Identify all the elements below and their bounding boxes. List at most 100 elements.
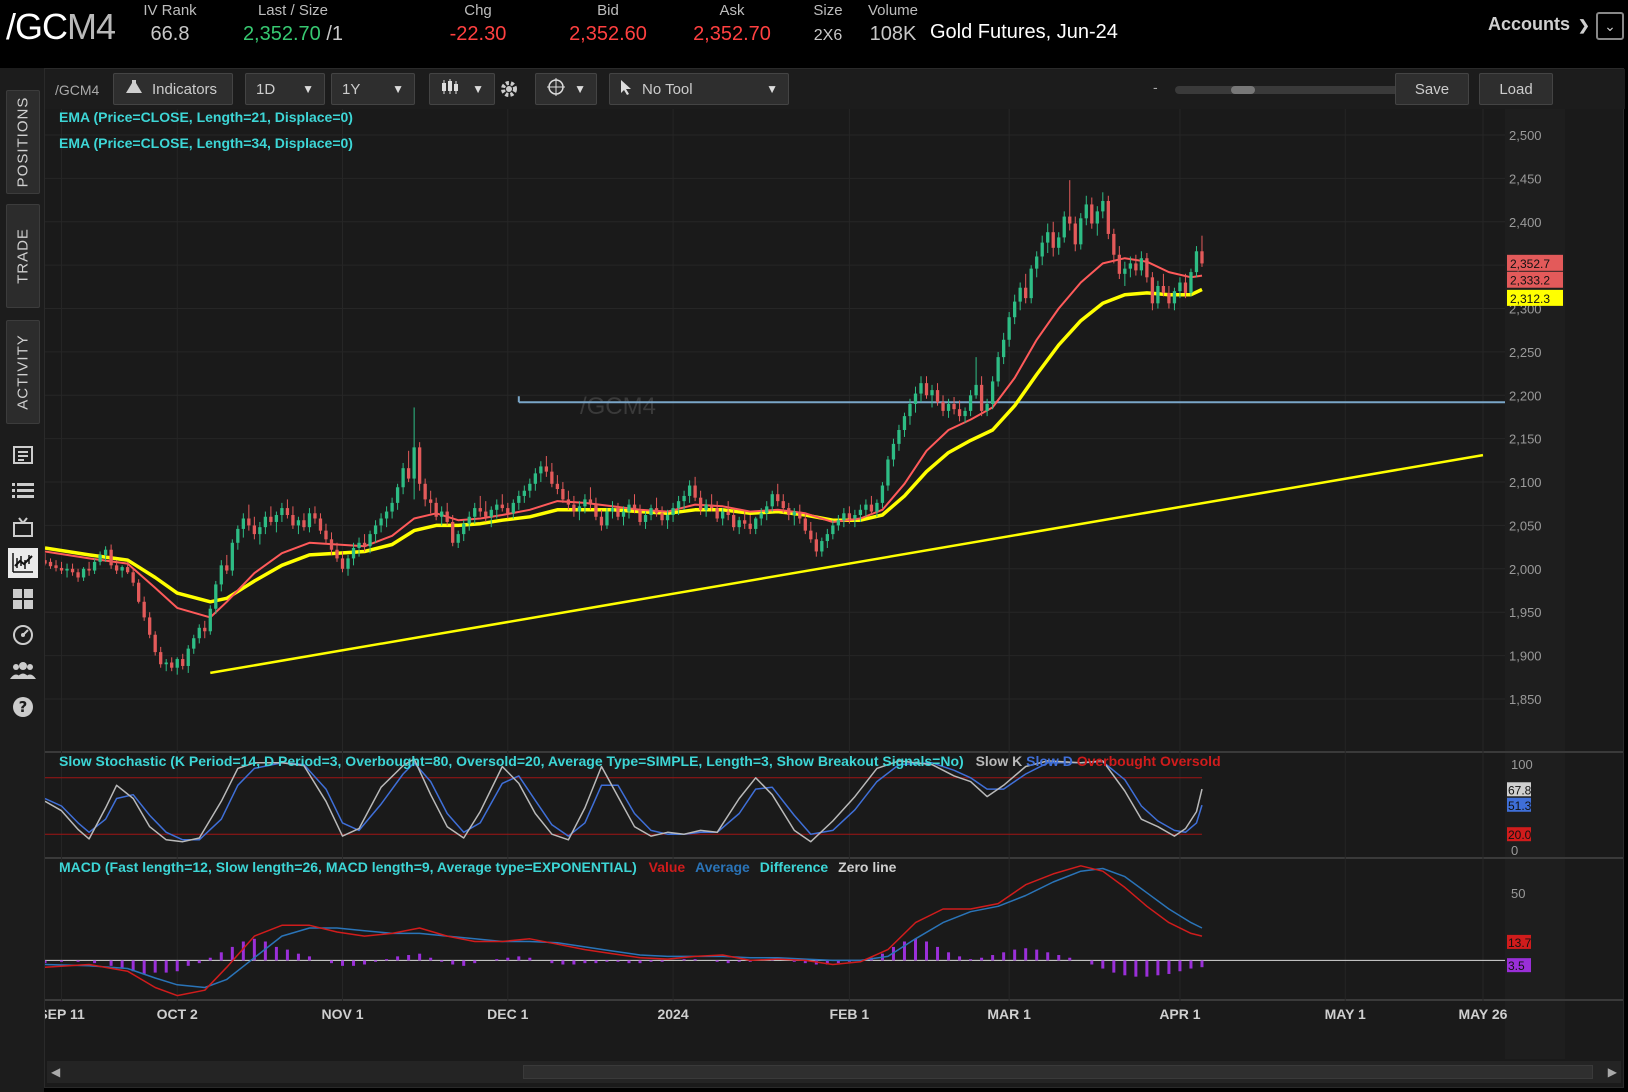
stoch-slowd-line	[45, 761, 1203, 841]
size-label: Size	[813, 2, 843, 19]
tab-trade[interactable]: TRADE	[6, 204, 40, 308]
candle-body	[511, 502, 515, 514]
drawing-tool-select[interactable]: No Tool ▼	[609, 73, 789, 105]
candle-body	[858, 509, 863, 516]
bid: Bid 2,352.60	[548, 2, 668, 46]
candle-body	[131, 572, 135, 583]
candle-body	[159, 652, 163, 665]
timeframe-select[interactable]: 1Y ▼	[331, 73, 415, 105]
last-value: 2,352.70	[242, 23, 321, 45]
grid-icon[interactable]	[10, 586, 36, 612]
candle-body	[1194, 251, 1199, 273]
zoom-slider-thumb[interactable]	[1231, 86, 1255, 94]
candle-body	[1024, 287, 1028, 299]
candle-body	[1046, 232, 1050, 243]
stoch-tag-label: 67.8	[1508, 783, 1532, 797]
candle-body	[335, 549, 339, 559]
svg-text:?: ?	[19, 698, 28, 716]
drawing-style-select[interactable]: ▼	[535, 73, 597, 105]
save-button[interactable]: Save	[1395, 73, 1469, 105]
news-icon[interactable]	[10, 442, 36, 468]
candle-body	[164, 662, 168, 665]
ema34-label: EMA (Price=CLOSE, Length=34, Displace=0)	[59, 135, 353, 151]
symbol-title[interactable]: /GCM4	[6, 6, 116, 47]
stochastic-title: Slow Stochastic (K Period=14, D Period=3…	[59, 753, 964, 769]
x-tick-label: DEC 1	[487, 1006, 528, 1022]
chevron-down-icon: ▼	[392, 82, 404, 96]
candle-body	[340, 558, 345, 569]
volume-label: Volume	[867, 2, 919, 19]
stoch-slowd-legend: Slow D	[1026, 753, 1073, 769]
help-icon[interactable]: ?	[10, 694, 36, 720]
candle-body	[120, 567, 124, 571]
indicators-button[interactable]: Indicators	[113, 73, 233, 105]
candle-body	[726, 511, 730, 516]
candle-body	[1035, 256, 1039, 269]
iv-rank-label: IV Rank	[143, 2, 197, 19]
candle-body	[1062, 216, 1066, 238]
list-icon[interactable]	[10, 478, 36, 504]
candle-body	[142, 601, 146, 618]
collapse-chevron-icon[interactable]: ⌄	[1596, 12, 1624, 40]
chg-value: -22.30	[449, 23, 507, 45]
candle-body	[1090, 204, 1094, 224]
candle-body	[263, 516, 268, 528]
tv-icon[interactable]	[10, 514, 36, 540]
chart-style-select[interactable]: ▼	[429, 73, 495, 105]
tab-activity[interactable]: ACTIVITY	[6, 320, 40, 424]
candle-body	[1183, 282, 1188, 293]
candle-body	[721, 511, 725, 519]
candle-body	[743, 520, 747, 524]
chart-scrollbar[interactable]: ◀ ▶	[47, 1061, 1621, 1083]
candle-body	[329, 539, 334, 550]
stoch-tag	[1507, 827, 1531, 842]
candle-body	[831, 525, 835, 535]
scroll-thumb[interactable]	[523, 1065, 1593, 1079]
macd-label: MACD (Fast length=12, Slow length=26, MA…	[59, 859, 896, 875]
candle-body	[539, 466, 543, 474]
candle-body	[45, 560, 47, 564]
accounts-menu[interactable]: Accounts ❯	[1488, 14, 1590, 35]
candle-body	[610, 508, 615, 512]
candle-body	[247, 518, 251, 526]
candle-body	[1106, 200, 1110, 234]
candle-body	[137, 582, 141, 602]
candle-body	[919, 383, 923, 394]
candle-body	[103, 549, 108, 555]
chart-plot-area[interactable]: SEP 11 OCT 2 NOV 1 DEC 1 2024 FEB 1 MAR 1 APR 1…	[45, 109, 1623, 1059]
candle-body	[445, 511, 449, 522]
stoch-slowk-legend: Slow K	[975, 753, 1023, 769]
candle-body	[214, 584, 218, 609]
candle-body	[1189, 272, 1193, 293]
gear-icon[interactable]	[499, 79, 519, 104]
candle-body	[440, 511, 444, 517]
candle-body	[1095, 211, 1099, 224]
macd-title: MACD (Fast length=12, Slow length=26, MA…	[59, 859, 637, 875]
scroll-left-icon[interactable]: ◀	[51, 1065, 61, 1079]
candle-body	[649, 508, 653, 516]
scroll-right-icon[interactable]: ▶	[1607, 1065, 1617, 1079]
zoom-out-icon[interactable]: -	[1153, 79, 1158, 95]
zoom-slider[interactable]	[1175, 86, 1399, 94]
candle-body	[346, 558, 350, 569]
chart-icon[interactable]	[8, 548, 38, 578]
y-tick-label: 2,000	[1509, 562, 1542, 577]
candle-body	[979, 384, 984, 411]
candle-body	[528, 483, 532, 491]
candle-body	[1200, 251, 1204, 264]
candle-body	[687, 485, 692, 496]
candle-body	[968, 395, 973, 411]
candle-body	[401, 468, 405, 488]
tab-positions[interactable]: POSITIONS	[6, 90, 40, 194]
price-tag-label: 2,333.2	[1510, 274, 1550, 288]
gauge-icon[interactable]	[10, 622, 36, 648]
candle-body	[406, 468, 411, 479]
y-tick-label: 2,200	[1509, 388, 1542, 403]
aggregation-select[interactable]: 1D ▼	[245, 73, 325, 105]
community-icon[interactable]	[10, 658, 36, 684]
candle-body	[996, 357, 1000, 382]
candle-body	[913, 393, 918, 404]
load-button[interactable]: Load	[1479, 73, 1553, 105]
macd-axis-label: 50	[1511, 886, 1525, 901]
tool-label: No Tool	[642, 80, 693, 98]
